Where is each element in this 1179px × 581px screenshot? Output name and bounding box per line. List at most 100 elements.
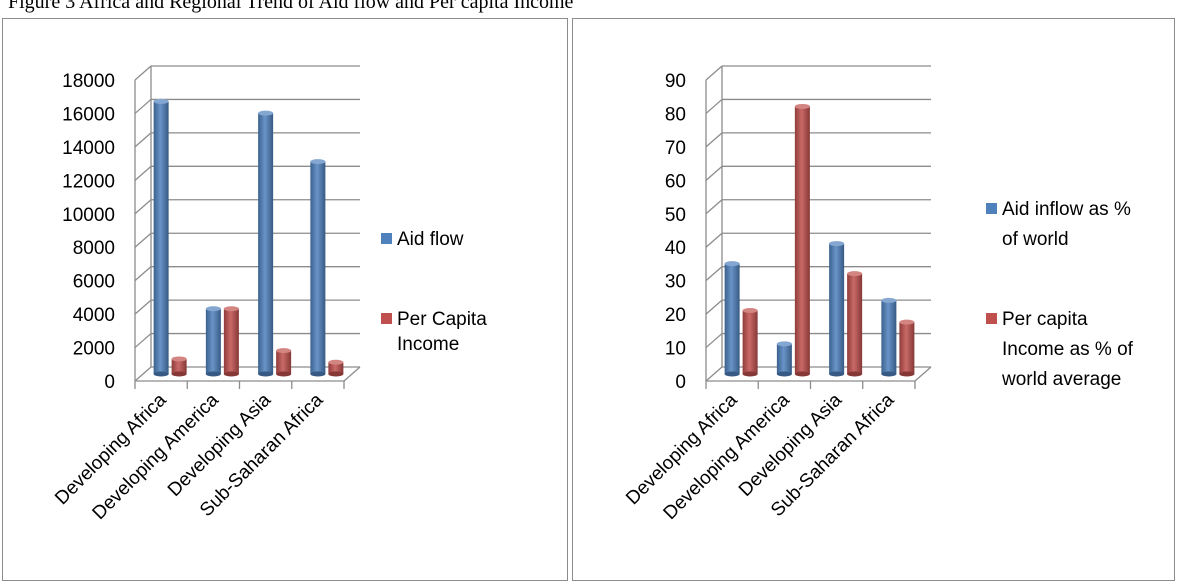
bar	[899, 319, 915, 377]
bar-base	[794, 371, 810, 377]
aid-flow-chart: 0 2000 4000 6000 8000 10000 12000 14000 16000 180…	[51, 65, 487, 524]
bar-base	[847, 371, 863, 377]
bar-body	[276, 350, 292, 374]
gridline-side	[134, 98, 152, 114]
bar-body	[153, 101, 169, 374]
bar-base	[881, 371, 897, 377]
bar	[153, 98, 169, 377]
y-tick-label: 0	[675, 372, 686, 393]
bar-body	[223, 308, 239, 374]
y-tick-label: 16000	[62, 104, 115, 125]
gridline-side	[134, 366, 152, 382]
bar-top	[205, 306, 221, 312]
y-tick-label: 4000	[73, 305, 115, 326]
bar	[829, 241, 845, 377]
y-tick-label: 50	[665, 205, 686, 226]
bar-body	[310, 161, 326, 374]
bar	[171, 356, 187, 377]
bar-body	[776, 343, 792, 374]
bar-base	[171, 371, 187, 377]
gridline-side	[134, 333, 152, 349]
y-tick-label: 6000	[73, 272, 115, 293]
y-tick-label: 40	[665, 238, 686, 259]
y-tick-label: 80	[665, 104, 686, 125]
bar-body	[205, 308, 221, 374]
y-tick-label: 60	[665, 171, 686, 192]
bar-top	[742, 307, 758, 313]
bar-top	[899, 319, 915, 325]
bar-body	[171, 358, 187, 374]
y-tick-label: 90	[665, 71, 686, 92]
legend-swatch	[986, 203, 997, 214]
y-tick-label: 10	[665, 339, 686, 360]
y-tick-label: 12000	[62, 171, 115, 192]
bar	[328, 359, 344, 377]
bar-body	[328, 362, 344, 374]
gridline-side	[134, 132, 152, 148]
bar-top	[153, 98, 169, 104]
legend-label: Aid flow	[397, 229, 464, 250]
bar-top	[847, 271, 863, 277]
bar-top	[310, 159, 326, 165]
bar-top	[829, 241, 845, 247]
legend-label: Aid inflow as %	[1002, 199, 1131, 220]
bar	[205, 306, 221, 377]
bar-base	[776, 371, 792, 377]
legend-label: Income	[397, 334, 459, 355]
floor-edge	[343, 366, 361, 382]
gridline-side	[705, 333, 723, 349]
bar-base	[223, 371, 239, 377]
bar-top	[276, 348, 292, 354]
bar-body	[742, 310, 758, 374]
legend-swatch	[986, 313, 997, 324]
gridline-side	[134, 299, 152, 315]
floor-edge	[914, 366, 932, 382]
bar-base	[276, 371, 292, 377]
bar	[742, 307, 758, 377]
gridline-side	[705, 132, 723, 148]
aid-percent-chart-panel: 0 10 20 30 40 50 60 70 80 90 Developing Africa Deve…	[572, 18, 1175, 581]
bar-top	[258, 110, 274, 116]
bar-body	[847, 273, 863, 374]
bar-body	[881, 300, 897, 374]
legend-label: Per capita	[1002, 309, 1088, 330]
y-tick-label: 8000	[73, 238, 115, 259]
gridline-side	[134, 65, 152, 81]
bar-top	[794, 103, 810, 109]
y-tick-label: 0	[104, 372, 115, 393]
y-tick-label: 2000	[73, 339, 115, 360]
gridline-side	[705, 266, 723, 282]
bar	[847, 271, 863, 377]
legend-swatch	[381, 233, 392, 244]
legend-swatch	[381, 313, 392, 324]
gridline-side	[134, 199, 152, 215]
y-tick-label: 30	[665, 272, 686, 293]
bar-top	[724, 261, 740, 267]
legend-label: of world	[1002, 229, 1069, 250]
y-tick-label: 70	[665, 138, 686, 159]
bar-top	[223, 306, 239, 312]
bar-base	[328, 371, 344, 377]
bar-base	[205, 371, 221, 377]
bar	[310, 159, 326, 377]
bar	[776, 341, 792, 377]
gridline-side	[705, 98, 723, 114]
bar-top	[171, 356, 187, 362]
gridline-side	[705, 299, 723, 315]
bar	[724, 261, 740, 377]
legend-label: Income as % of	[1002, 339, 1134, 360]
bar-top	[328, 359, 344, 365]
bar	[276, 348, 292, 377]
bar-top	[881, 297, 897, 303]
y-tick-label: 14000	[62, 138, 115, 159]
gridline-side	[705, 199, 723, 215]
gridline-side	[705, 165, 723, 181]
bar	[881, 297, 897, 377]
bar-base	[258, 371, 274, 377]
legend-label: world average	[1001, 369, 1121, 390]
legend-label: Per Capita	[397, 309, 487, 330]
gridline-side	[705, 232, 723, 248]
bar	[223, 306, 239, 377]
bar-base	[310, 371, 326, 377]
